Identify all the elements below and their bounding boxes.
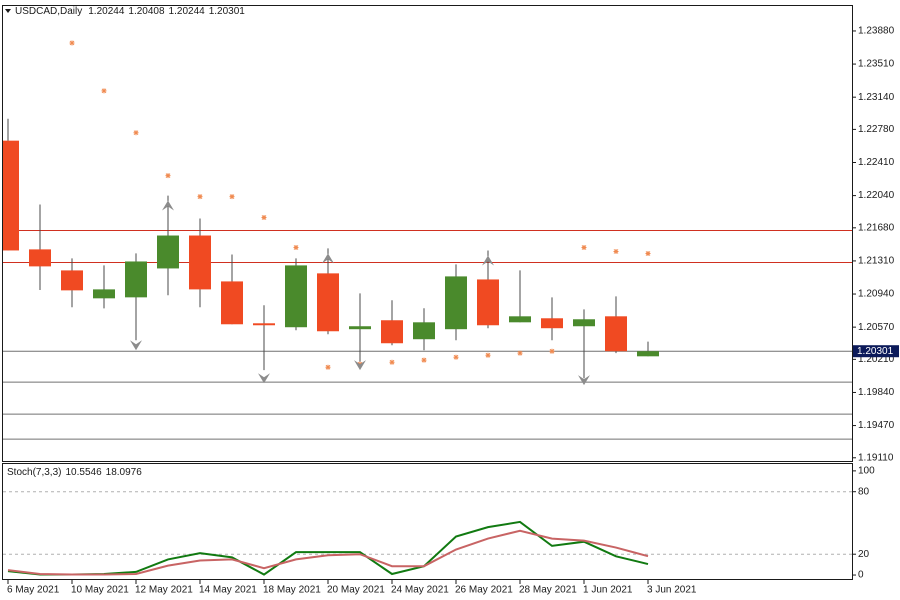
x-tick-label: 3 Jun 2021 — [647, 585, 697, 596]
fractal-down — [354, 360, 366, 371]
sar-point — [645, 250, 651, 256]
y-tick-label: 1.21680 — [858, 222, 895, 233]
price-plot — [3, 40, 852, 440]
candle-body — [125, 261, 147, 298]
sar-point — [613, 248, 619, 254]
x-tick-label: 24 May 2021 — [391, 585, 449, 596]
x-tick-label: 20 May 2021 — [327, 585, 385, 596]
sar-point — [549, 348, 555, 354]
fractal-down — [258, 373, 270, 384]
sar-point — [101, 88, 107, 94]
candle-body — [605, 316, 627, 352]
sar-point — [261, 215, 267, 221]
sar-point — [197, 194, 203, 200]
candle-body — [637, 351, 659, 357]
candle-body — [445, 276, 467, 330]
sar-point — [229, 194, 235, 200]
y-tick-label: 1.23140 — [858, 92, 895, 103]
indicator-y-tick-label: 100 — [858, 466, 875, 477]
indicator-title: Stoch(7,3,3) — [7, 467, 61, 478]
fractal-down — [130, 340, 142, 351]
indicator-y-tick-label: 80 — [858, 486, 870, 497]
y-tick-label: 1.20210 — [858, 354, 895, 365]
fractal-down — [578, 375, 590, 386]
candle-body — [573, 319, 595, 327]
sar-point — [165, 173, 171, 179]
y-tick-label: 1.19840 — [858, 387, 895, 398]
fractal-up — [162, 200, 174, 211]
close-value: 1.20301 — [209, 6, 246, 17]
candle-body — [3, 140, 19, 251]
chart-header: USDCAD,Daily 1.20244 1.20408 1.20244 1.20301 — [15, 6, 245, 17]
low-value: 1.20244 — [169, 6, 206, 17]
y-tick-label: 1.22410 — [858, 157, 895, 168]
chart-title: USDCAD,Daily — [15, 6, 82, 17]
x-tick-label: 14 May 2021 — [199, 585, 257, 596]
sar-point — [325, 364, 331, 370]
sar-point — [389, 359, 395, 365]
y-tick-label: 1.23880 — [858, 26, 895, 37]
sar-point — [485, 352, 491, 358]
y-tick-label: 1.22040 — [858, 190, 895, 201]
candle-body — [93, 289, 115, 299]
indicator-y-tick-label: 0 — [858, 570, 864, 581]
sar-point — [69, 40, 75, 46]
k-value: 10.5546 — [65, 467, 102, 478]
sar-point — [581, 245, 587, 251]
candle-body — [221, 281, 243, 325]
x-tick-label: 18 May 2021 — [263, 585, 321, 596]
indicator-plot — [3, 491, 852, 576]
x-tick-label: 26 May 2021 — [455, 585, 513, 596]
price-box-label: 1.20301 — [857, 346, 894, 357]
fractal-up — [482, 255, 494, 266]
y-tick-label: 1.19110 — [858, 452, 894, 463]
fractal-up — [322, 253, 334, 264]
indicator-line — [7, 520, 649, 576]
y-tick-label: 1.20940 — [858, 289, 895, 300]
y-tick-label: 1.23510 — [858, 59, 895, 70]
menu-triangle[interactable] — [5, 9, 11, 13]
indicator-line — [7, 529, 649, 576]
d-value: 18.0976 — [106, 467, 143, 478]
y-tick-label: 1.22780 — [858, 124, 895, 135]
high-value: 1.20408 — [128, 6, 165, 17]
candle-body — [477, 279, 499, 326]
x-tick-label: 6 May 2021 — [7, 585, 60, 596]
sar-point — [133, 130, 139, 136]
y-tick-label: 1.21310 — [858, 256, 895, 267]
indicator-header: Stoch(7,3,3) 10.5546 18.0976 — [7, 467, 142, 478]
candle-body — [157, 235, 179, 269]
sar-point — [421, 357, 427, 363]
main-panel — [2, 5, 853, 462]
candle-body — [541, 318, 563, 329]
candle-body — [29, 249, 51, 267]
open-value: 1.20244 — [88, 6, 125, 17]
x-tick-label: 10 May 2021 — [71, 585, 129, 596]
x-tick-label: 1 Jun 2021 — [583, 585, 633, 596]
candle-body — [189, 235, 211, 290]
candle-body — [381, 320, 403, 344]
candle-body — [253, 323, 275, 326]
sar-point — [517, 350, 523, 356]
indicator-y-tick-label: 20 — [858, 549, 870, 560]
indicator-panel — [2, 463, 853, 580]
x-tick-label: 12 May 2021 — [135, 585, 193, 596]
candle-body — [61, 270, 83, 291]
candle-body — [349, 326, 371, 330]
candle-body — [317, 273, 339, 332]
candle-body — [285, 265, 307, 328]
sar-point — [453, 354, 459, 360]
candle-body — [413, 322, 435, 340]
candle-body — [509, 316, 531, 323]
y-tick-label: 1.20570 — [858, 322, 895, 333]
y-tick-label: 1.19470 — [858, 420, 895, 431]
x-tick-label: 28 May 2021 — [519, 585, 577, 596]
price-box — [853, 345, 899, 358]
sar-point — [293, 245, 299, 251]
